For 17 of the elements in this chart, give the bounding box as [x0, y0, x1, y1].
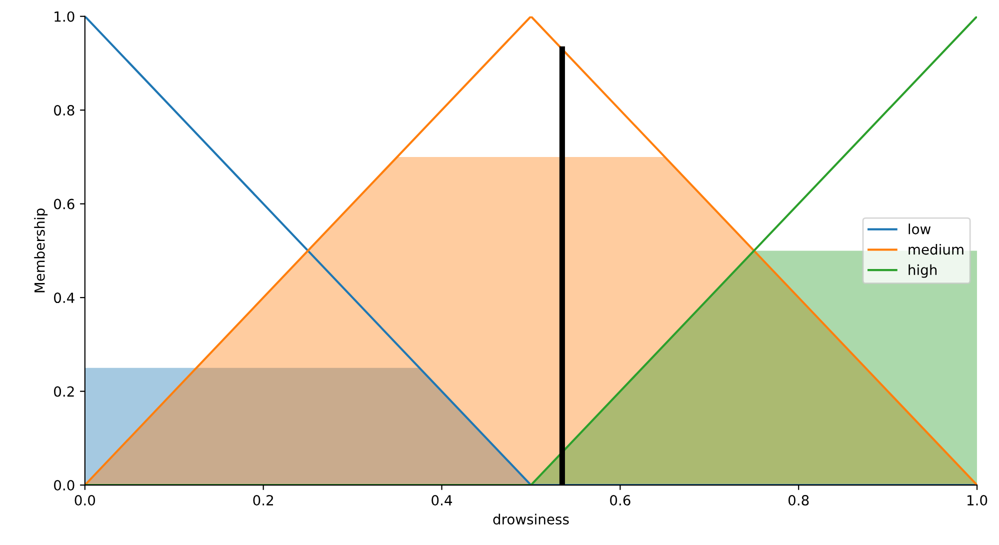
x-axis-title: drowsiness — [493, 514, 569, 525]
x-tick-label: 0.2 — [253, 495, 273, 506]
legend-label: high — [908, 264, 937, 278]
legend-label: medium — [908, 244, 964, 255]
y-tick-label: 0.4 — [54, 292, 74, 304]
x-tick-label: 0.6 — [610, 495, 630, 506]
y-tick-label: 1.0 — [54, 11, 74, 22]
x-tick-label: 0.0 — [74, 495, 96, 506]
x-tick-label: 0.4 — [432, 495, 452, 506]
x-tick-label: 0.8 — [788, 495, 809, 506]
y-tick-label: 0.8 — [54, 105, 74, 116]
legend-label: low — [908, 224, 931, 234]
y-tick-label: 0.6 — [54, 198, 74, 210]
y-tick-label: 0.0 — [54, 480, 74, 491]
x-tick-label: 1.0 — [968, 495, 988, 506]
y-tick-label: 0.2 — [54, 386, 74, 397]
y-axis-title: Membership — [34, 208, 48, 292]
